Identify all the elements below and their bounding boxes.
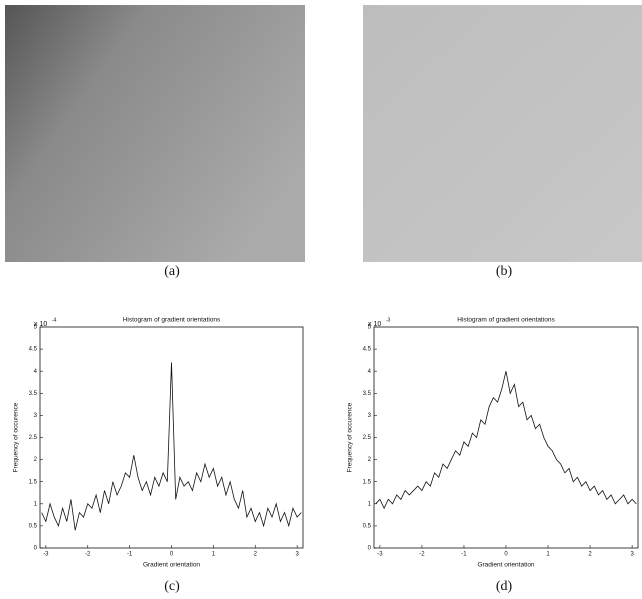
y-multiplier: x 10 [34,321,47,328]
y-tick-label: 3 [34,413,38,419]
caption: (d) [496,579,513,594]
y-tick-label: 3 [368,413,372,419]
x-tick-label: 1 [546,552,550,558]
y-tick-label: 0.5 [363,523,372,529]
x-tick-label: 0 [170,552,174,558]
x-axis-label: Gradient orientation [143,562,200,569]
y-tick-label: 3.5 [29,391,38,397]
y-tick-label: 4.5 [29,347,38,353]
x-tick-label: -1 [127,552,133,558]
x-tick-label: -3 [43,552,49,558]
chart-title: Histogram of gradient orientations [123,317,221,324]
y-tick-label: 0.5 [29,523,38,529]
caption: (c) [164,579,180,594]
plot-frame [39,326,304,549]
y-tick-label: 3.5 [363,391,372,397]
chart-title: Histogram of gradient orientations [457,317,555,324]
y-multiplier-exponent: -3 [386,317,391,323]
y-tick-label: 2 [368,457,372,463]
image [5,5,305,262]
caption: (b) [496,264,513,279]
image [363,5,642,262]
y-tick-label: 2.5 [363,435,372,441]
data-line [41,362,302,531]
x-tick-label: 1 [212,552,216,558]
y-tick-label: 2.5 [29,435,38,441]
y-axis-label: Frequency of occurence [13,402,20,472]
y-multiplier-exponent: -4 [52,317,57,323]
y-tick-label: 0 [34,546,38,552]
y-tick-label: 5 [34,325,38,331]
x-tick-label: 3 [630,552,634,558]
y-axis-label: Frequency of occurence [347,402,354,472]
x-tick-label: 3 [295,552,299,558]
x-tick-label: -1 [461,552,467,558]
y-tick-label: 2 [34,457,38,463]
y-tick-label: 4 [368,369,372,375]
x-tick-label: -3 [377,552,383,558]
x-tick-label: 2 [254,552,258,558]
plot-frame [373,326,639,549]
y-tick-label: 0 [368,546,372,552]
y-tick-label: 4 [34,369,38,375]
x-tick-label: 2 [588,552,592,558]
x-tick-label: -2 [419,552,425,558]
y-tick-label: 5 [368,325,372,331]
x-tick-label: 0 [504,552,508,558]
y-tick-label: 1.5 [29,479,38,485]
x-tick-label: -2 [85,552,91,558]
caption: (a) [164,264,180,279]
y-tick-label: 1 [368,501,372,507]
y-tick-label: 4.5 [363,347,372,353]
y-multiplier: x 10 [368,321,381,328]
y-tick-label: 1.5 [363,479,372,485]
y-tick-label: 1 [34,501,38,507]
x-axis-label: Gradient orientation [477,562,534,569]
data-line [375,371,637,510]
